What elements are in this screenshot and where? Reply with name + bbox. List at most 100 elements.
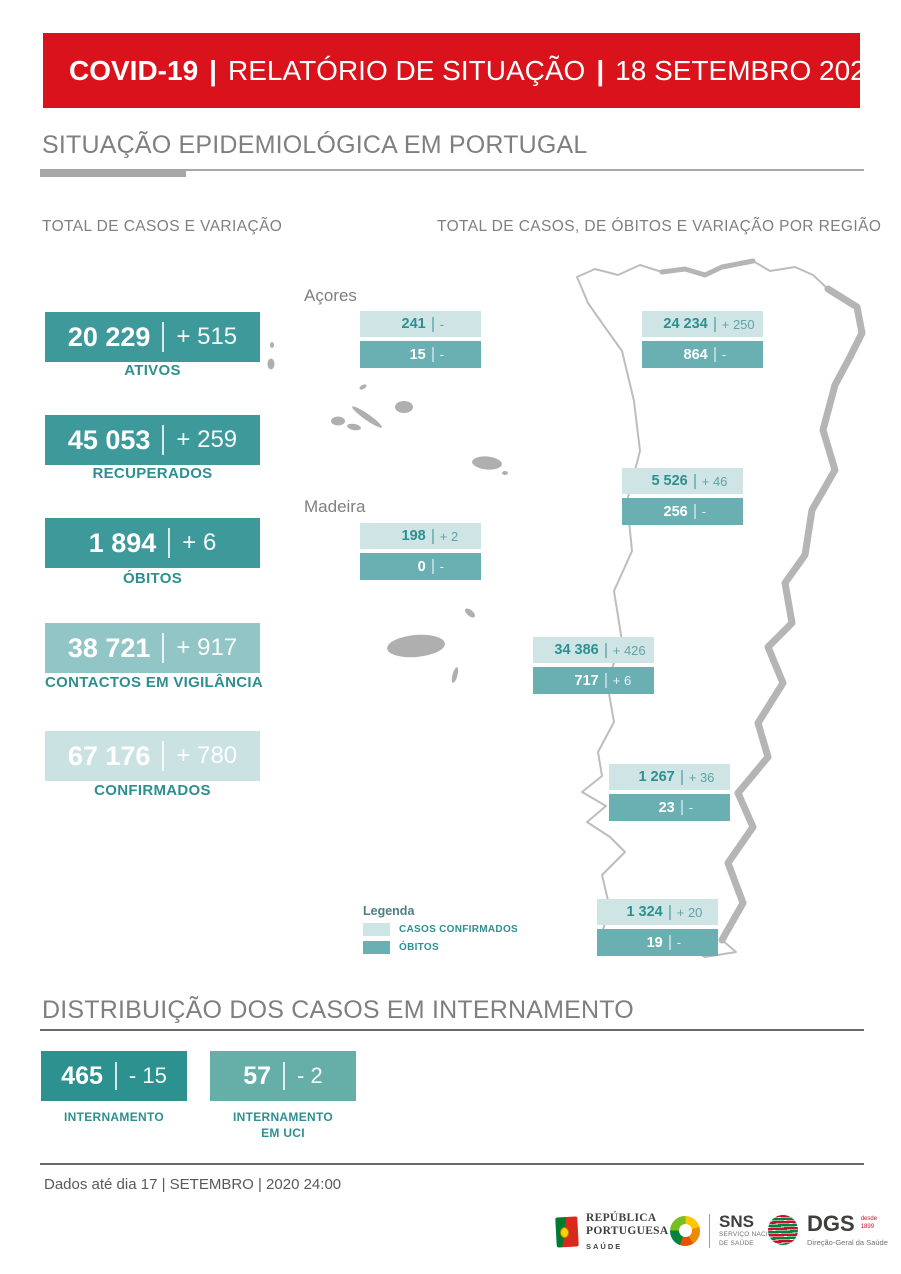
ativos-label: ATIVOS bbox=[124, 362, 181, 379]
legend-title: Legenda bbox=[363, 904, 415, 918]
region-alentejo-deaths-row: 23 - bbox=[609, 794, 730, 821]
centro-confirmed: 5 526 bbox=[651, 473, 688, 489]
value-separator bbox=[162, 425, 165, 455]
confirmed-swatch-icon bbox=[363, 923, 390, 936]
dgs-since-text: desde 1899 bbox=[861, 1216, 877, 1231]
flag-shield-icon bbox=[559, 1226, 570, 1239]
section-title-epidemiology: SITUAÇÃO EPIDEMIOLÓGICA EM PORTUGAL bbox=[42, 131, 588, 159]
dgs-name: DGS bbox=[807, 1211, 855, 1236]
norte-deaths: 864 bbox=[683, 346, 708, 363]
value-separator bbox=[162, 322, 165, 352]
region-norte-deaths-row: 864 - bbox=[642, 341, 763, 368]
acores-map-label: Açores bbox=[304, 286, 357, 305]
acores-deaths-variation: - bbox=[439, 347, 445, 362]
spain-border-thick-line bbox=[718, 285, 866, 944]
acores-deaths: 15 bbox=[409, 346, 426, 363]
value-separator bbox=[680, 769, 683, 785]
value-separator bbox=[168, 528, 171, 558]
republica-portuguesa-logo: REPÚBLICA PORTUGUESA SAÚDE bbox=[555, 1212, 668, 1252]
internment-value: 465 bbox=[61, 1061, 103, 1090]
madeira-islands bbox=[387, 608, 475, 683]
obitos-variation: + 6 bbox=[182, 529, 217, 556]
region-madeira-confirmed-row: 198 + 2 bbox=[360, 523, 481, 549]
alentejo-deaths-variation: - bbox=[688, 800, 694, 815]
dgs-since-line1: desde bbox=[860, 1216, 878, 1222]
lvt-confirmed-variation: + 426 bbox=[612, 642, 646, 658]
acores-confirmed-variation: - bbox=[439, 316, 445, 332]
value-separator bbox=[604, 642, 607, 658]
totals-column-header: TOTAL DE CASOS E VARIAÇÃO bbox=[42, 218, 283, 235]
section-divider-accent bbox=[40, 169, 186, 177]
contactos-label: CONTACTOS EM VIGILÂNCIA bbox=[45, 674, 264, 691]
sns-logo-text: SNS SERVIÇO NACIONAL DE SAÚDE bbox=[719, 1213, 786, 1248]
regions-column-header: TOTAL DE CASOS, DE ÓBITOS E VARIAÇÃO POR… bbox=[437, 218, 882, 235]
lvt-confirmed: 34 386 bbox=[554, 642, 599, 658]
section-divider-line bbox=[40, 169, 864, 171]
dgs-logo: DGS desde 1899 Direção-Geral da Saúde bbox=[768, 1211, 888, 1247]
confirmados-variation: + 780 bbox=[176, 742, 238, 769]
banner-separator: | bbox=[596, 54, 605, 86]
sns-circle-icon bbox=[670, 1215, 700, 1246]
value-separator bbox=[162, 741, 165, 771]
legend-item-deaths: ÓBITOS bbox=[363, 941, 518, 954]
data-cutoff-note: Dados até dia 17 | SETEMBRO | 2020 24:00 bbox=[44, 1176, 342, 1193]
confirmados-label: CONFIRMADOS bbox=[94, 782, 211, 799]
region-centro-deaths-row: 256 - bbox=[622, 498, 743, 525]
region-centro-confirmed-row: 5 526 + 46 bbox=[622, 468, 743, 494]
region-acores-deaths-row: 15 - bbox=[360, 341, 481, 368]
alentejo-confirmed: 1 267 bbox=[638, 769, 675, 785]
contactos-variation: + 917 bbox=[176, 634, 238, 661]
icu-value: 57 bbox=[243, 1061, 272, 1090]
region-norte-confirmed-row: 24 234 + 250 bbox=[642, 311, 763, 337]
ativos-value: 20 229 bbox=[67, 321, 151, 352]
norte-confirmed-variation: + 250 bbox=[721, 316, 755, 332]
value-separator bbox=[680, 800, 683, 815]
region-madeira-deaths-row: 0 - bbox=[360, 553, 481, 580]
madeira-map-label: Madeira bbox=[304, 497, 366, 516]
republica-logo-text: REPÚBLICA PORTUGUESA SAÚDE bbox=[586, 1212, 668, 1252]
contactos-value: 38 721 bbox=[67, 632, 151, 663]
algarve-confirmed-variation: + 20 bbox=[676, 904, 703, 920]
madeira-deaths: 0 bbox=[417, 558, 426, 575]
banner-separator: | bbox=[209, 54, 217, 86]
madeira-deaths-variation: - bbox=[439, 559, 445, 574]
region-algarve-confirmed-row: 1 324 + 20 bbox=[597, 899, 718, 925]
logo-divider-line bbox=[709, 1213, 710, 1248]
icu-variation: - 2 bbox=[297, 1063, 323, 1088]
region-algarve-deaths-row: 19 - bbox=[597, 929, 718, 956]
acores-confirmed: 241 bbox=[401, 316, 426, 332]
legend-item-confirmed: CASOS CONFIRMADOS bbox=[363, 923, 518, 936]
algarve-deaths: 19 bbox=[646, 934, 663, 951]
value-separator bbox=[431, 528, 434, 544]
dgs-subtitle: Direção-Geral da Saúde bbox=[807, 1237, 888, 1247]
value-separator bbox=[283, 1062, 286, 1090]
value-separator bbox=[713, 347, 716, 362]
centro-deaths-variation: - bbox=[701, 504, 707, 519]
norte-confirmed: 24 234 bbox=[663, 316, 708, 332]
portugal-map bbox=[267, 258, 866, 958]
sns-subtitle-line2: DE SAÚDE bbox=[719, 1239, 754, 1247]
republica-line2: PORTUGUESA bbox=[586, 1225, 669, 1238]
footer-divider-line bbox=[40, 1163, 864, 1165]
icu-label-line1: INTERNAMENTO bbox=[232, 1110, 334, 1124]
confirmados-value: 67 176 bbox=[67, 740, 151, 771]
value-separator bbox=[431, 316, 434, 332]
banner-date: 18 SETEMBRO 2020 bbox=[615, 54, 882, 86]
ativos-variation: + 515 bbox=[176, 323, 238, 350]
obitos-label: ÓBITOS bbox=[122, 570, 183, 587]
value-separator bbox=[114, 1062, 117, 1090]
total-box-recuperados: 45 053 + 259 bbox=[45, 415, 260, 465]
norte-deaths-variation: - bbox=[721, 347, 727, 362]
internment-divider-line bbox=[40, 1029, 864, 1031]
value-separator bbox=[693, 504, 696, 519]
algarve-deaths-variation: - bbox=[676, 935, 682, 950]
region-lvt-deaths-row: 717 + 6 bbox=[533, 667, 654, 694]
lvt-deaths: 717 bbox=[574, 672, 599, 689]
total-box-contactos: 38 721 + 917 bbox=[45, 623, 260, 673]
report-title-banner: COVID-19 | RELATÓRIO DE SITUAÇÃO | 18 SE… bbox=[43, 33, 881, 108]
recuperados-label: RECUPERADOS bbox=[92, 465, 213, 482]
total-box-ativos: 20 229 + 515 bbox=[45, 312, 260, 362]
sns-logo: SNS SERVIÇO NACIONAL DE SAÚDE bbox=[670, 1213, 786, 1248]
sns-subtitle-line1: SERVIÇO NACIONAL bbox=[719, 1230, 787, 1238]
algarve-confirmed: 1 324 bbox=[626, 904, 663, 920]
